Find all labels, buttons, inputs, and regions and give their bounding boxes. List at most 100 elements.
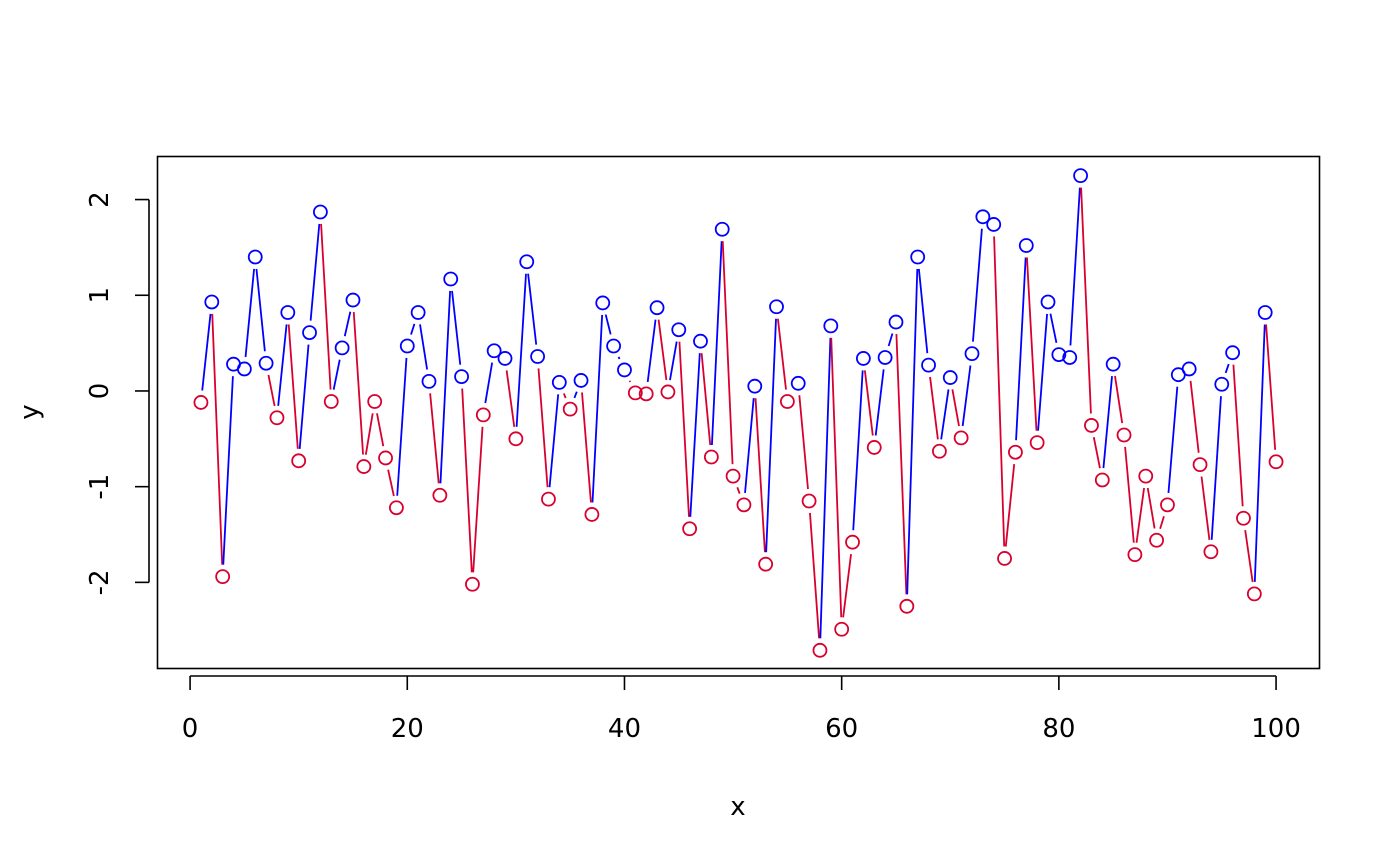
y-tick-label: -1 bbox=[85, 474, 115, 500]
series-segment bbox=[562, 393, 567, 399]
series-segment bbox=[472, 426, 484, 573]
data-point bbox=[454, 369, 469, 385]
data-point bbox=[1192, 457, 1208, 473]
series-segment bbox=[343, 311, 352, 337]
series-segment bbox=[1026, 257, 1038, 431]
series-segment bbox=[874, 369, 885, 436]
plot-frame bbox=[156, 155, 1321, 670]
data-point bbox=[1203, 544, 1219, 560]
y-axis-title: y bbox=[15, 404, 45, 419]
data-point bbox=[1257, 305, 1273, 320]
data-point bbox=[356, 459, 372, 474]
data-point bbox=[1029, 435, 1045, 451]
data-point bbox=[627, 385, 643, 401]
data-point bbox=[486, 343, 502, 359]
data-point bbox=[562, 401, 578, 417]
data-point bbox=[660, 384, 676, 400]
series-segment bbox=[352, 311, 364, 455]
series-segment bbox=[1080, 187, 1092, 414]
series-segment bbox=[287, 324, 299, 449]
data-point bbox=[649, 300, 665, 316]
series-segment bbox=[376, 413, 385, 447]
data-point bbox=[747, 378, 763, 394]
data-point bbox=[1225, 345, 1241, 361]
data-point bbox=[258, 355, 274, 371]
series-segment bbox=[1049, 313, 1058, 344]
data-point bbox=[465, 576, 480, 592]
series-segment bbox=[211, 313, 224, 565]
series-segment bbox=[1232, 364, 1244, 507]
data-point bbox=[964, 346, 980, 362]
data-point bbox=[573, 373, 589, 388]
data-point bbox=[736, 497, 752, 513]
data-point bbox=[855, 351, 871, 366]
data-point bbox=[1008, 444, 1023, 460]
data-point bbox=[519, 254, 535, 270]
series-segment bbox=[830, 337, 843, 618]
data-point bbox=[1051, 347, 1067, 363]
data-point bbox=[345, 292, 361, 308]
data-point bbox=[779, 394, 795, 409]
data-point bbox=[790, 375, 806, 391]
series-segment bbox=[617, 356, 621, 360]
data-point bbox=[769, 299, 784, 315]
series-segment bbox=[591, 314, 604, 503]
data-point bbox=[280, 305, 296, 320]
series-segment bbox=[419, 324, 429, 370]
series-segment bbox=[1135, 487, 1145, 543]
x-axis: 0 20 40 60 80 100 bbox=[182, 675, 1301, 744]
series-segment bbox=[721, 241, 734, 465]
data-point bbox=[1214, 376, 1230, 392]
data-point bbox=[541, 491, 556, 507]
data-point bbox=[1062, 350, 1078, 365]
data-point bbox=[1116, 427, 1132, 443]
series-segment bbox=[951, 389, 960, 427]
series-segment bbox=[604, 314, 612, 335]
series-segment bbox=[581, 392, 592, 503]
data-point bbox=[302, 325, 317, 340]
data-point bbox=[1149, 532, 1165, 548]
series-segment bbox=[819, 337, 832, 639]
series-segment bbox=[842, 553, 852, 618]
series-segment bbox=[1167, 386, 1179, 493]
series-segment bbox=[744, 398, 755, 493]
data-point bbox=[953, 430, 969, 446]
data-point bbox=[606, 338, 622, 354]
data-point bbox=[866, 440, 882, 455]
x-tick-label: 60 bbox=[825, 714, 858, 744]
data-point bbox=[432, 487, 448, 503]
series-segment bbox=[201, 313, 212, 391]
series-segment bbox=[776, 318, 787, 390]
data-point bbox=[1236, 510, 1251, 526]
series-segment bbox=[961, 365, 972, 427]
series-segment bbox=[852, 370, 864, 531]
data-point bbox=[204, 294, 220, 310]
data-point bbox=[845, 534, 860, 550]
data-point bbox=[378, 450, 393, 466]
series-segment bbox=[1189, 380, 1200, 453]
data-point bbox=[551, 374, 567, 390]
data-point bbox=[1105, 356, 1121, 372]
series-segment bbox=[267, 374, 276, 407]
series-segment bbox=[711, 241, 723, 446]
data-point bbox=[247, 249, 263, 265]
data-point bbox=[714, 221, 730, 237]
y-tick-label: -2 bbox=[85, 569, 115, 595]
series-segment bbox=[1004, 464, 1016, 547]
x-tick-label: 100 bbox=[1251, 714, 1301, 744]
data-point bbox=[975, 209, 991, 225]
data-point bbox=[725, 468, 741, 484]
series-points bbox=[193, 168, 1284, 658]
series-segment bbox=[1114, 375, 1124, 424]
series-segment bbox=[972, 228, 983, 342]
series-segment bbox=[929, 376, 939, 440]
x-tick-label: 0 bbox=[182, 714, 199, 744]
series-segment bbox=[1069, 187, 1081, 346]
data-point bbox=[215, 569, 231, 585]
x-axis-title: x bbox=[730, 792, 745, 822]
data-point bbox=[584, 507, 600, 522]
y-axis: -2 -1 0 1 2 bbox=[85, 191, 150, 595]
series-segment bbox=[320, 223, 332, 390]
data-point bbox=[997, 551, 1012, 566]
